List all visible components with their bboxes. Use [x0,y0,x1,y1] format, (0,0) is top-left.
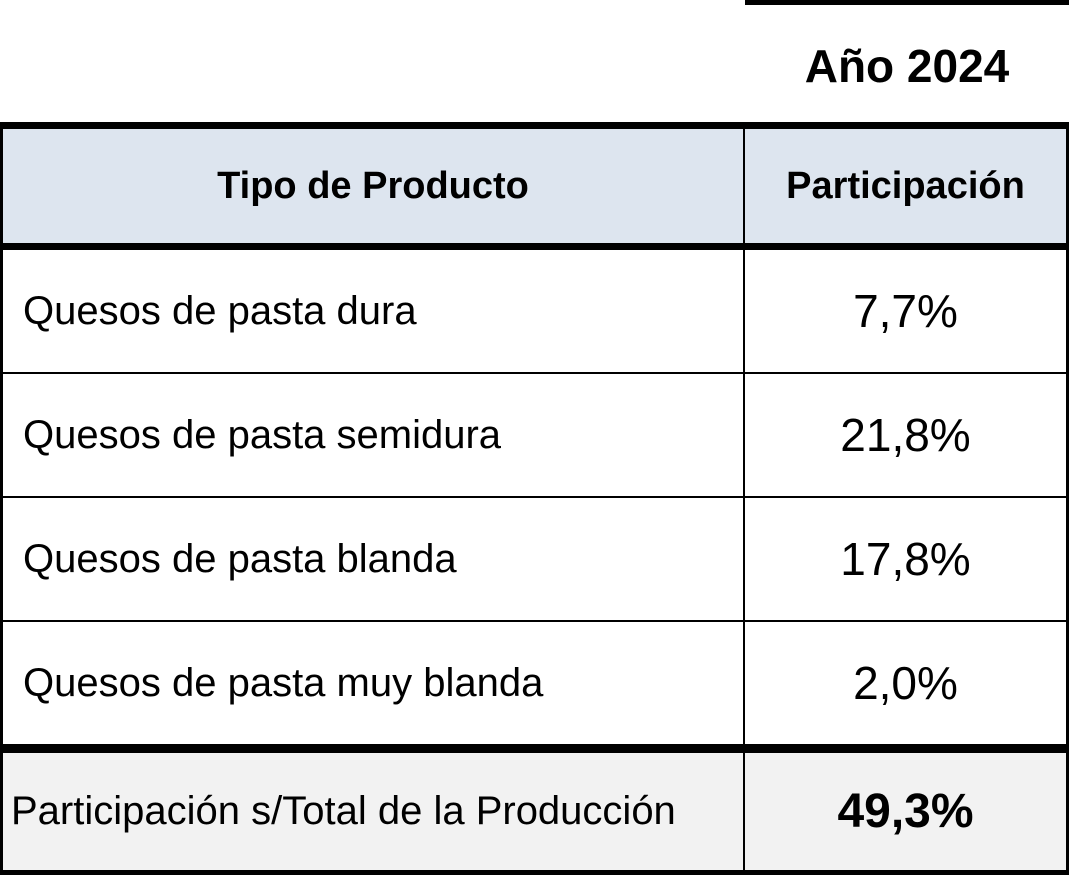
year-title: Año 2024 [804,40,1010,92]
share-cell: 17,8% [840,533,971,585]
column-header-product-type: Tipo de Producto [3,129,745,243]
column-header-share: Participación [786,164,1025,207]
table-row: Quesos de pasta dura 7,7% [0,250,1069,374]
table-header-row: Tipo de Producto Participación [0,122,1069,250]
total-share-cell: 49,3% [837,785,974,838]
year-header-rule [745,0,1069,5]
table-row: Quesos de pasta muy blanda 2,0% [0,622,1069,746]
share-cell: 2,0% [853,657,958,709]
product-type-cell: Quesos de pasta semidura [3,374,745,496]
table-row: Quesos de pasta blanda 17,8% [0,498,1069,622]
share-cell: 7,7% [853,285,958,337]
total-label-cell: Participación s/Total de la Producción [3,753,745,870]
table-row: Quesos de pasta semidura 21,8% [0,374,1069,498]
product-share-table: Tipo de Producto Participación Quesos de… [0,122,1069,875]
share-cell: 21,8% [840,409,971,461]
product-type-cell: Quesos de pasta dura [3,250,745,372]
table-total-row: Participación s/Total de la Producción 4… [0,746,1069,875]
product-type-cell: Quesos de pasta muy blanda [3,622,745,744]
product-type-cell: Quesos de pasta blanda [3,498,745,620]
